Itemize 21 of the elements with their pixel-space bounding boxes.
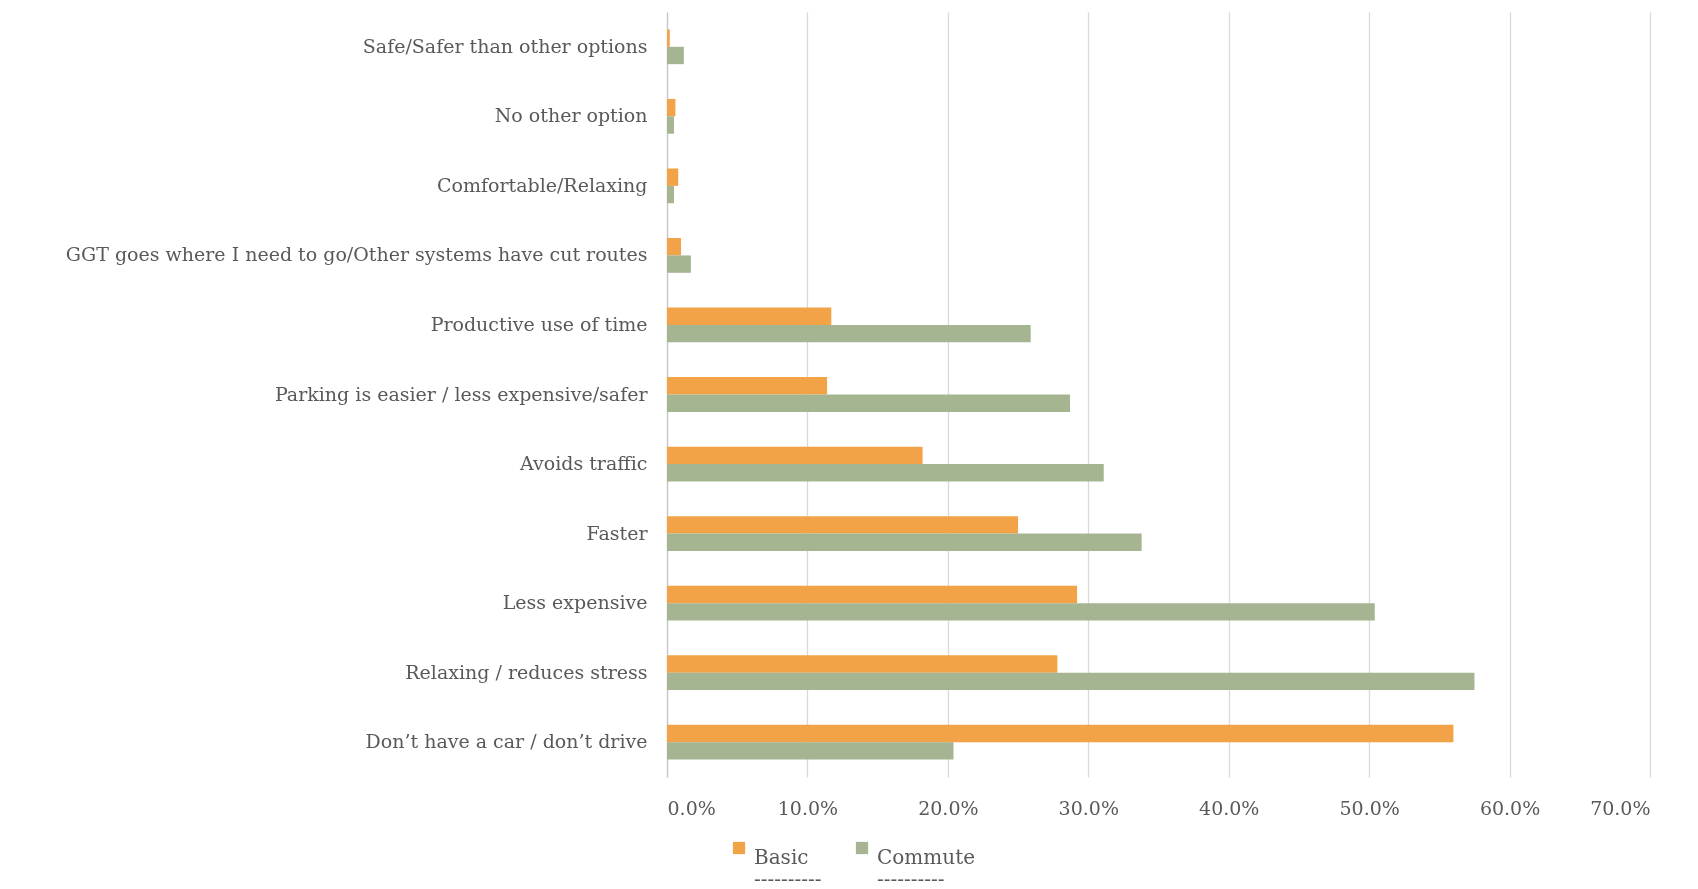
x-tick-label: 50.0% — [1339, 796, 1400, 819]
y-tick-label: Productive use of time — [430, 312, 648, 335]
legend-label: Commute ---------- — [877, 845, 976, 889]
x-tick-label: 60.0% — [1479, 796, 1541, 819]
x-tick-label: 40.0% — [1199, 796, 1260, 819]
y-tick-label: Relaxing / reduces stress — [405, 660, 648, 683]
x-tick-label: 20.0% — [918, 796, 979, 819]
x-tick-label: 70.0% — [1590, 796, 1651, 819]
y-tick-label: Less expensive — [502, 591, 648, 614]
x-tick-label: 0.0% — [667, 796, 716, 819]
y-tick-label: Faster — [586, 521, 649, 544]
y-tick-label: Safe/Safer than other options — [362, 34, 648, 57]
legend-label: Basic ---------- — [754, 845, 822, 889]
x-tick-label: 10.0% — [777, 796, 839, 819]
y-tick-label: Avoids traffic — [519, 452, 648, 475]
y-tick-label: Parking is easier / less expensive/safer — [274, 382, 649, 405]
x-tick-label: 30.0% — [1058, 796, 1119, 819]
y-tick-label: Don’t have a car / don’t drive — [365, 730, 648, 753]
y-tick-label: No other option — [494, 104, 648, 127]
y-tick-label: GGT goes where I need to go/Other systems have cut routes — [65, 243, 648, 266]
y-tick-label: Comfortable/Relaxing — [436, 173, 648, 196]
